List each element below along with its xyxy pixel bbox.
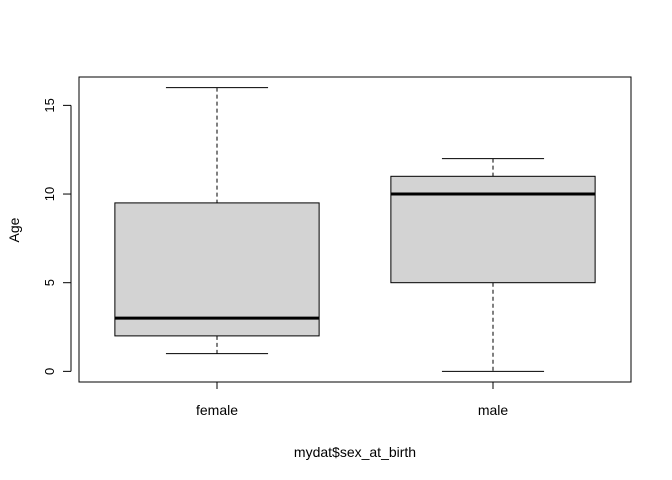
x-tick-label: female <box>196 402 238 418</box>
y-tick-label: 0 <box>42 368 57 375</box>
y-tick-label: 5 <box>42 279 57 286</box>
y-tick-label: 10 <box>42 187 57 201</box>
x-tick-label: male <box>478 402 509 418</box>
x-axis: female male <box>196 381 509 418</box>
y-tick-label: 15 <box>42 98 57 112</box>
y-axis-label: Age <box>6 217 22 242</box>
box-group-female <box>114 87 320 355</box>
x-axis-label: mydat$sex_at_birth <box>294 444 416 460</box>
iqr-box <box>114 202 320 337</box>
boxes <box>114 87 596 372</box>
y-axis: 0 5 10 15 <box>42 98 72 375</box>
box-group-male <box>390 158 596 372</box>
iqr-box <box>390 175 596 284</box>
